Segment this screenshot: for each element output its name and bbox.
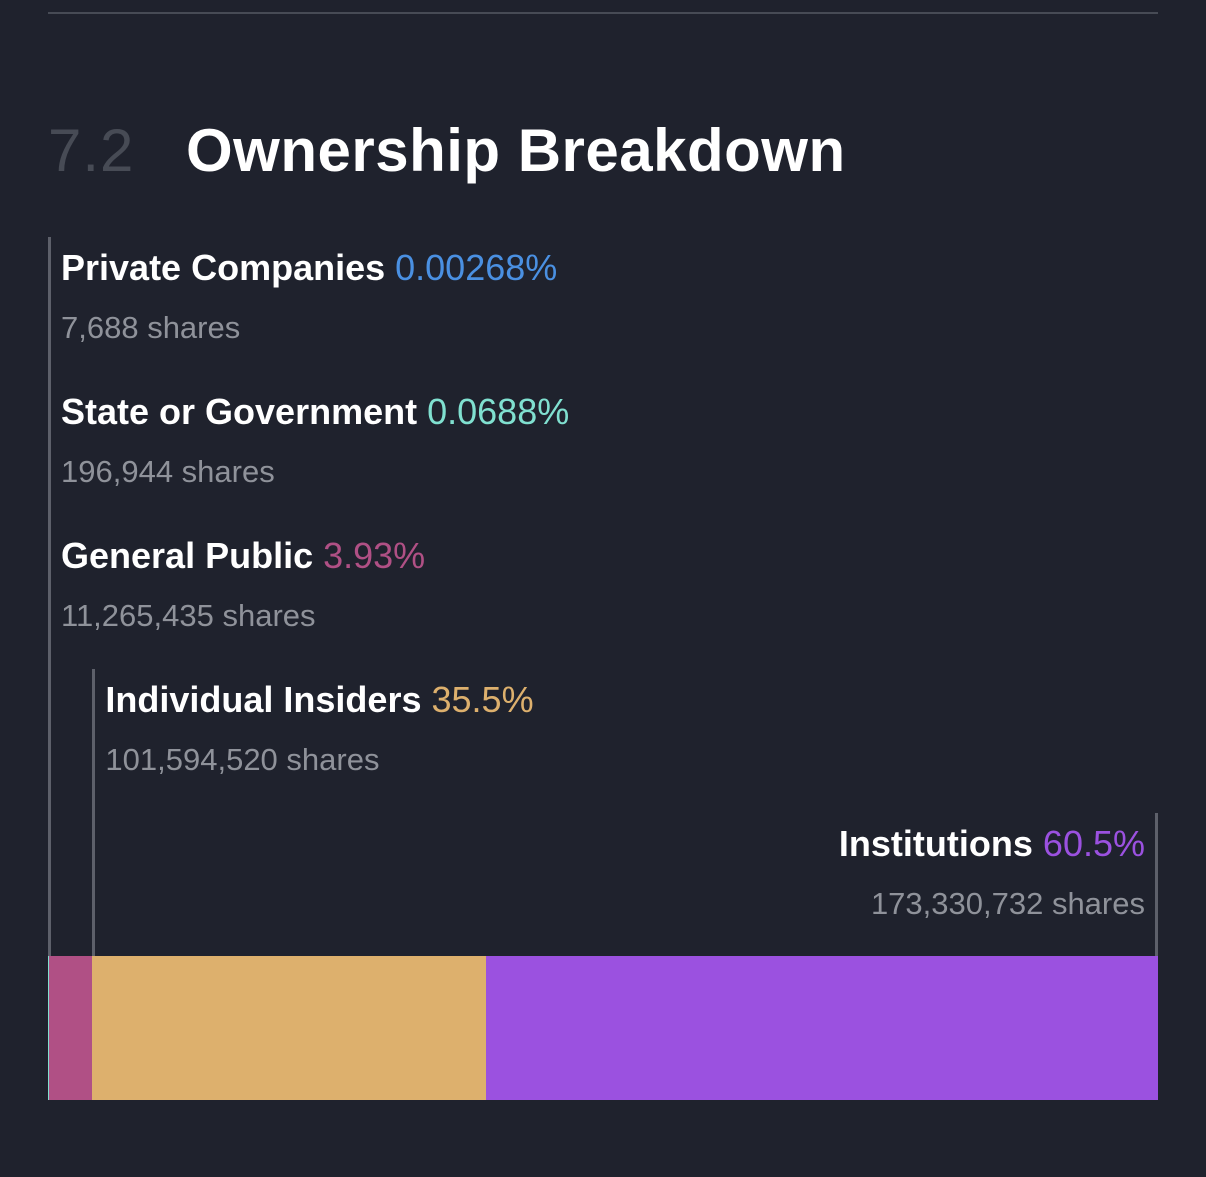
category-name: General Public bbox=[61, 535, 314, 576]
bar-segment-individual-insiders bbox=[92, 956, 487, 1100]
shares-count: 196,944 shares bbox=[61, 454, 275, 489]
connector-line-institutions bbox=[1155, 813, 1158, 956]
category-percent: 0.00268% bbox=[395, 247, 558, 288]
legend-item-institutions: Institutions 60.5% 173,330,732 shares bbox=[839, 814, 1145, 930]
section-number: 7.2 bbox=[48, 116, 135, 184]
shares-count: 11,265,435 shares bbox=[61, 598, 316, 633]
shares-count: 7,688 shares bbox=[61, 310, 241, 345]
category-label: State or Government 0.0688% bbox=[61, 382, 569, 442]
category-name: Private Companies bbox=[61, 247, 386, 288]
category-label: General Public 3.93% bbox=[61, 526, 425, 586]
category-percent: 35.5% bbox=[431, 679, 534, 720]
category-label: Institutions 60.5% bbox=[839, 814, 1145, 874]
category-name: Individual Insiders bbox=[105, 679, 422, 720]
category-label: Individual Insiders 35.5% bbox=[105, 670, 533, 730]
category-percent: 0.0688% bbox=[427, 391, 570, 432]
legend-item-private-companies: Private Companies 0.00268% 7,688 shares bbox=[61, 238, 557, 354]
connector-line-general-public bbox=[48, 525, 51, 956]
category-percent: 3.93% bbox=[323, 535, 426, 576]
top-divider bbox=[48, 12, 1158, 14]
legend-item-general-public: General Public 3.93% 11,265,435 shares bbox=[61, 526, 425, 642]
bar-segment-institutions bbox=[486, 956, 1158, 1100]
section-title: Ownership Breakdown bbox=[186, 116, 846, 184]
category-percent: 60.5% bbox=[1042, 823, 1145, 864]
shares-count: 101,594,520 shares bbox=[105, 742, 380, 777]
category-name: Institutions bbox=[838, 823, 1033, 864]
shares-count: 173,330,732 shares bbox=[870, 886, 1145, 921]
legend-item-individual-insiders: Individual Insiders 35.5% 101,594,520 sha… bbox=[105, 670, 533, 786]
bar-segment-general-public bbox=[48, 956, 93, 1100]
legend-item-state-or-government: State or Government 0.0688% 196,944 share… bbox=[61, 382, 569, 498]
bar-segment-state-or-government bbox=[48, 956, 49, 1100]
category-label: Private Companies 0.00268% bbox=[61, 238, 557, 298]
connector-line-individual-insiders bbox=[92, 669, 96, 956]
category-name: State or Government bbox=[61, 391, 418, 432]
section-header: 7.2 Ownership Breakdown bbox=[48, 110, 846, 190]
